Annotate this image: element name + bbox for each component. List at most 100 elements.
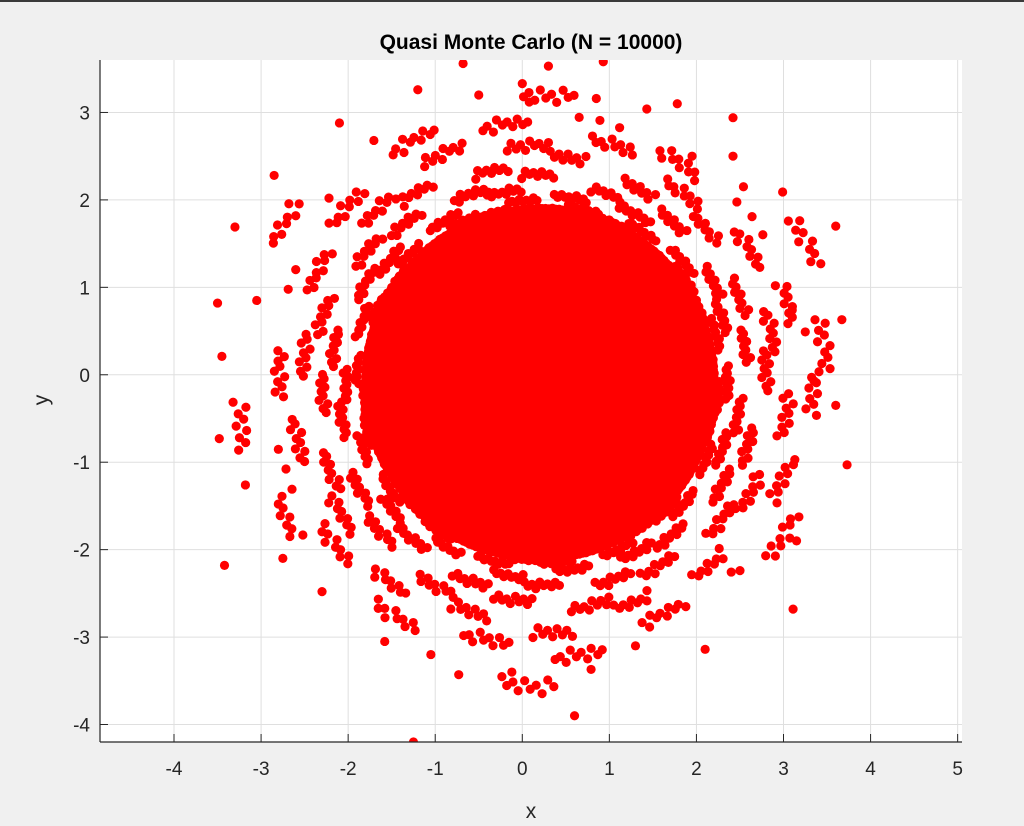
data-point xyxy=(801,404,811,414)
data-point xyxy=(505,598,515,609)
data-point xyxy=(716,524,726,534)
data-point xyxy=(738,182,749,192)
data-point xyxy=(718,554,728,564)
data-point xyxy=(362,459,372,469)
data-point xyxy=(744,234,754,245)
data-point xyxy=(670,261,680,272)
data-point xyxy=(390,222,400,232)
data-point xyxy=(809,376,819,386)
data-point xyxy=(750,259,761,269)
data-point xyxy=(323,529,333,539)
data-point xyxy=(345,529,355,539)
data-point xyxy=(430,579,440,589)
data-point xyxy=(709,523,719,534)
data-point xyxy=(642,545,652,555)
data-point xyxy=(811,410,822,420)
data-point xyxy=(373,594,383,604)
data-point xyxy=(488,641,498,651)
data-point xyxy=(408,737,419,742)
data-point xyxy=(413,85,423,95)
data-point xyxy=(457,138,467,148)
data-point xyxy=(359,251,369,261)
data-point xyxy=(428,156,438,166)
grid xyxy=(100,60,962,742)
data-point xyxy=(391,606,401,616)
window-top-edge xyxy=(0,0,1024,2)
data-point xyxy=(366,440,377,450)
data-point xyxy=(374,196,384,206)
data-point xyxy=(745,496,756,506)
data-point xyxy=(820,318,830,328)
data-point xyxy=(706,313,717,324)
data-point xyxy=(542,625,553,635)
data-point xyxy=(471,174,481,184)
data-point xyxy=(804,383,814,393)
data-point xyxy=(563,92,573,103)
data-point xyxy=(723,361,734,371)
data-point xyxy=(700,218,710,228)
data-point xyxy=(569,711,580,721)
data-point xyxy=(277,229,287,239)
data-point xyxy=(399,201,409,211)
data-point xyxy=(340,211,350,222)
data-point xyxy=(241,437,251,448)
data-point xyxy=(446,604,456,614)
data-point xyxy=(273,444,283,454)
data-point xyxy=(721,428,731,438)
y-tick-label: -4 xyxy=(73,716,90,737)
data-point xyxy=(385,468,395,478)
data-point xyxy=(416,135,426,145)
data-point xyxy=(474,90,484,100)
data-point xyxy=(587,131,598,141)
data-point xyxy=(584,605,594,615)
data-point xyxy=(472,165,483,176)
data-point xyxy=(313,330,323,340)
data-point xyxy=(405,137,415,147)
data-point xyxy=(683,167,694,177)
dense-point-core xyxy=(361,204,719,563)
data-point xyxy=(352,252,362,262)
data-point xyxy=(692,204,702,214)
data-point xyxy=(422,245,432,255)
data-point xyxy=(475,627,485,637)
data-point xyxy=(685,466,696,476)
data-point xyxy=(320,519,330,529)
x-tick-label: -1 xyxy=(427,759,444,780)
data-point xyxy=(317,303,327,313)
data-point xyxy=(395,497,405,507)
data-point xyxy=(784,418,794,429)
data-point xyxy=(707,409,717,419)
data-point xyxy=(642,596,652,606)
data-point xyxy=(324,498,334,508)
data-point xyxy=(345,195,355,205)
data-point xyxy=(275,511,285,521)
data-point xyxy=(548,632,558,642)
data-point xyxy=(645,622,655,632)
data-point xyxy=(524,97,534,107)
data-point xyxy=(584,561,594,571)
data-point xyxy=(305,275,315,286)
data-point xyxy=(670,551,680,562)
data-point xyxy=(504,637,514,647)
data-point xyxy=(598,60,608,67)
data-point xyxy=(482,190,492,200)
data-point xyxy=(788,399,798,409)
data-point xyxy=(362,210,372,221)
data-point xyxy=(663,602,673,613)
data-point xyxy=(400,621,410,632)
data-point xyxy=(576,647,586,657)
data-point xyxy=(537,556,547,566)
data-point xyxy=(726,567,736,577)
data-point xyxy=(554,580,565,591)
data-point xyxy=(607,134,617,144)
data-point xyxy=(270,387,280,397)
data-point xyxy=(814,367,824,377)
data-point xyxy=(701,528,711,538)
data-point xyxy=(506,138,516,148)
data-point xyxy=(295,437,306,448)
data-point xyxy=(624,218,634,229)
data-point xyxy=(219,560,230,570)
data-point xyxy=(812,337,823,347)
y-tick-label: 2 xyxy=(79,191,90,212)
